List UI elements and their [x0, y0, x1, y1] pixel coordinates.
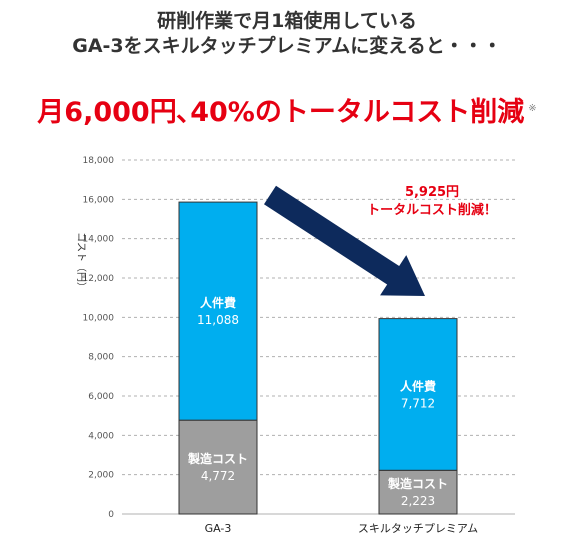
segment-name-label: 人件費 — [400, 378, 436, 393]
y-tick-label: 16,000 — [83, 195, 115, 205]
y-tick-label: 8,000 — [88, 353, 114, 363]
banner-text: 月6,000円､40%のトータルコスト削減 — [37, 97, 525, 128]
segment-value-label: 2,223 — [401, 494, 435, 508]
y-tick-label: 14,000 — [83, 235, 115, 245]
segment-value-label: 7,712 — [401, 396, 435, 410]
y-tick-label: 18,000 — [83, 156, 115, 166]
bar-segment — [378, 469, 458, 515]
x-category-label: GA-3 — [205, 522, 232, 535]
y-tick-label: 2,000 — [88, 471, 114, 481]
bar-segment — [178, 201, 258, 421]
y-tick-label: 10,000 — [83, 313, 115, 323]
y-tick-label: 0 — [108, 510, 114, 520]
bar-segment — [378, 318, 458, 471]
y-axis-ticks: 0 2,000 4,000 6,000 8,000 10,000 12,000 14,000 1… — [83, 156, 115, 520]
banner-note-mark: ※ — [528, 103, 537, 114]
segment-name-label: 人件費 — [200, 295, 236, 310]
segment-name-label: 製造コスト — [187, 451, 248, 466]
segment-labels: 製造コスト 4,772 人件費 11,088 製造コスト 2,223 人件費 7,712 — [187, 295, 448, 508]
y-tick-label: 4,000 — [88, 431, 114, 441]
y-axis-label: コスト（円） — [75, 232, 87, 292]
segment-value-label: 11,088 — [197, 313, 239, 327]
cost-reduction-banner: 月6,000円､40%のトータルコスト削減 ※ — [0, 90, 574, 129]
bar-segment — [178, 419, 258, 515]
headline-line-1: 研削作業で月1箱使用している — [157, 10, 417, 32]
annotation-amount: 5,925円 — [405, 185, 459, 200]
y-tick-label: 6,000 — [88, 392, 114, 402]
reduction-arrow — [263, 185, 425, 296]
y-tick-label: 12,000 — [83, 274, 115, 284]
segment-value-label: 4,772 — [201, 469, 235, 483]
bars — [178, 201, 458, 515]
x-category-label: スキルタッチプレミアム — [358, 522, 478, 535]
category-labels: GA-3 スキルタッチプレミアム — [205, 522, 479, 535]
headline-line-2: GA-3をスキルタッチプレミアムに変えると・・・ — [72, 35, 502, 57]
segment-name-label: 製造コスト — [387, 476, 448, 491]
annotation-text: トータルコスト削減！ — [367, 202, 497, 218]
